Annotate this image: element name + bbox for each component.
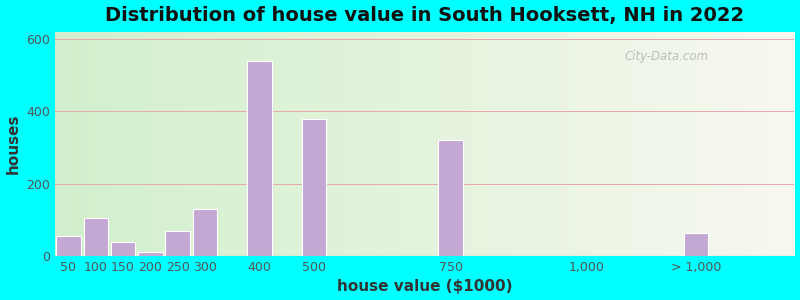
Bar — [138, 252, 162, 256]
Bar — [56, 236, 81, 256]
Bar — [83, 218, 108, 256]
Bar — [166, 231, 190, 256]
Text: City-Data.com: City-Data.com — [624, 50, 709, 63]
X-axis label: house value ($1000): house value ($1000) — [337, 279, 512, 294]
Bar — [193, 209, 218, 256]
Bar — [247, 61, 272, 256]
Bar — [438, 140, 463, 256]
Y-axis label: houses: houses — [6, 114, 21, 174]
Bar — [302, 118, 326, 256]
Bar — [684, 232, 709, 256]
Title: Distribution of house value in South Hooksett, NH in 2022: Distribution of house value in South Hoo… — [105, 6, 744, 25]
Bar — [110, 242, 135, 256]
